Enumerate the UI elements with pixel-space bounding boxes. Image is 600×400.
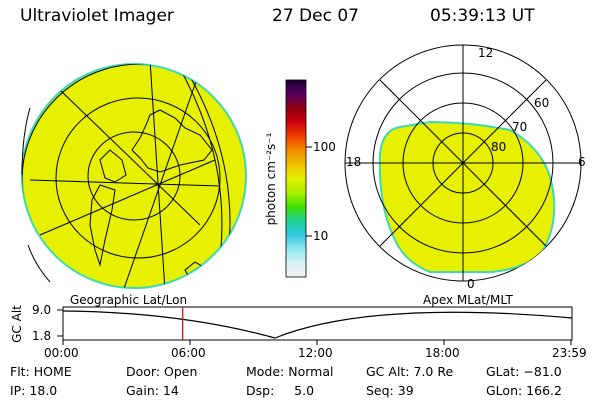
status-glat: GLat: −81.0 <box>486 364 562 379</box>
mlt-label-18: 18 <box>346 155 362 169</box>
altitude-curve <box>62 310 573 339</box>
polar-aurora-region <box>378 120 556 273</box>
geo-coastline <box>89 184 116 267</box>
geo-lat-circle <box>55 97 221 259</box>
geo-meridian <box>149 64 166 288</box>
altitude-ylabel: GC Alt <box>10 305 24 343</box>
mlat-label-80: 80 <box>491 140 507 154</box>
status-door: Door: Open <box>126 364 198 379</box>
polar-mlt-line <box>379 79 547 247</box>
geo-meridian <box>119 69 201 288</box>
status-mode: Mode: Normal <box>246 364 334 379</box>
altitude-plot-frame <box>62 306 573 341</box>
polar-image <box>344 44 582 282</box>
mlt-label-12: 12 <box>478 46 494 60</box>
status-glon: GLon: 166.2 <box>486 383 562 398</box>
altitude-plot <box>57 306 573 345</box>
x-tick-label: 18:00 <box>425 346 460 360</box>
x-tick-label: 23:59 <box>552 346 587 360</box>
geo-lat-circle <box>87 131 181 221</box>
colorbar <box>285 79 312 278</box>
geo-coastline <box>99 149 127 183</box>
mlt-label-0: 0 <box>467 277 475 291</box>
status-seq: Seq: 39 <box>366 383 414 398</box>
status-flt: Flt: HOME <box>10 364 72 379</box>
geographic-image <box>21 63 247 289</box>
geo-coastline <box>131 109 213 173</box>
colorbar-tick-100: 100 <box>313 140 336 154</box>
x-tick-label: 00:00 <box>44 346 79 360</box>
x-tick-label: 06:00 <box>171 346 206 360</box>
geo-outer-arc <box>21 107 31 176</box>
time-label: 05:39:13 UT <box>430 6 535 26</box>
geo-meridian <box>59 89 201 226</box>
x-tick-label: 12:00 <box>298 346 333 360</box>
status-gc-alt: GC Alt: 7.0 Re <box>366 364 454 379</box>
colorbar-scale <box>285 79 307 278</box>
altitude-right-title: Apex MLat/MLT <box>423 293 513 307</box>
date-label: 27 Dec 07 <box>272 6 359 26</box>
geo-outer-arc <box>27 244 51 283</box>
geo-meridian <box>39 159 216 236</box>
colorbar-tick-10: 10 <box>313 229 329 243</box>
status-dsp: Dsp: 5.0 <box>246 383 315 398</box>
status-ip: IP: 18.0 <box>10 383 58 398</box>
instrument-title: Ultraviolet Imager <box>20 6 174 26</box>
altitude-y-tick-top: 9.0 <box>32 303 52 317</box>
mlat-label-60: 60 <box>534 96 550 110</box>
colorbar-unit-label: photon cm⁻²s⁻¹ <box>264 132 278 226</box>
mlat-label-70: 70 <box>512 120 528 134</box>
altitude-y-tick-bottom: 1.8 <box>32 329 52 343</box>
geo-meridian <box>29 179 221 187</box>
status-gain: Gain: 14 <box>126 383 179 398</box>
altitude-left-title: Geographic Lat/Lon <box>70 293 188 307</box>
mlt-label-6: 6 <box>578 155 586 169</box>
